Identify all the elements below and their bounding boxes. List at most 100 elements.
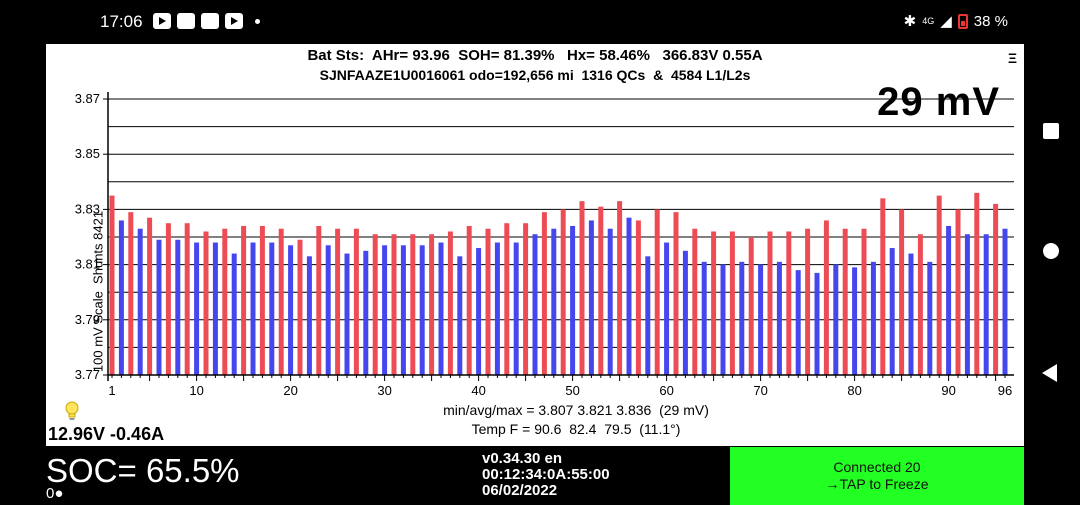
cell-bar: [316, 225, 322, 375]
cell-bar: [400, 245, 406, 375]
cell-bar: [325, 245, 331, 375]
cell-bar: [617, 201, 623, 375]
state-of-charge: SOC= 65.5%: [46, 452, 240, 489]
lightbulb-icon[interactable]: [64, 401, 80, 423]
cell-bar: [466, 225, 472, 375]
cell-bar: [692, 228, 698, 375]
recents-button[interactable]: [1043, 123, 1059, 139]
cell-bar: [335, 228, 341, 375]
x-tick-label: 70: [753, 383, 767, 398]
y-tick-label: 3.79: [75, 312, 100, 327]
status-time: 17:06: [100, 12, 143, 31]
aux-battery-readout: 12.96V -0.46A: [48, 424, 165, 444]
nav-bar: [1024, 44, 1080, 444]
cell-bar: [767, 231, 773, 375]
cell-bar: [645, 256, 651, 375]
cell-voltage-panel[interactable]: Bat Sts: AHr= 93.96 SOH= 81.39% Hx= 58.4…: [46, 44, 1024, 446]
cell-bar: [833, 264, 839, 375]
cell-bar: [795, 270, 801, 375]
app-notification-icon: [201, 13, 219, 29]
cell-bar: [974, 192, 980, 375]
cell-bar: [118, 220, 124, 375]
battery-icon: [957, 13, 968, 29]
cell-bar: [447, 231, 453, 375]
cell-bar: [391, 234, 397, 375]
cell-bar: [382, 245, 388, 375]
cell-voltage-chart: 3.77 3.79 3.81 3.83 3.85 3.87 1 10 20 30 40 50 60 70 8…: [75, 91, 1014, 398]
cell-bar: [494, 242, 500, 375]
cell-bar: [842, 228, 848, 375]
cell-bar: [212, 242, 218, 375]
cell-bar: [175, 239, 181, 375]
cell-bar: [701, 261, 707, 375]
cell-bar: [165, 223, 171, 375]
cell-bar: [852, 267, 858, 375]
network-icon: 4G: [922, 16, 935, 26]
cell-bar: [353, 228, 359, 375]
cell-bar: [870, 261, 876, 375]
back-button[interactable]: [1042, 364, 1057, 382]
cell-bar: [993, 203, 999, 375]
freeze-button[interactable]: Connected 20 →TAP to Freeze: [730, 447, 1024, 505]
battery-status-line: Bat Sts: AHr= 93.96 SOH= 81.39% Hx= 58.4…: [307, 47, 763, 64]
battery-percent: 38 %: [973, 12, 1008, 30]
soc-indicator: 0●: [46, 485, 64, 502]
cell-bar: [908, 253, 914, 375]
min-avg-max-stats: min/avg/max = 3.807 3.821 3.836 (29 mV): [443, 402, 709, 418]
status-bar: 17:06 ✱ 4G ◢ 38 %: [0, 0, 1080, 44]
cell-bar: [570, 225, 576, 375]
cell-bar: [776, 261, 782, 375]
cell-bar: [805, 228, 811, 375]
cell-bar: [278, 228, 284, 375]
cell-bar: [560, 209, 566, 375]
cell-bar: [306, 256, 312, 375]
cell-bar: [513, 242, 519, 375]
cell-bar: [889, 248, 895, 375]
elapsed-time: 00:12:34:0A:55:00: [482, 466, 610, 483]
y-tick-label: 3.83: [75, 201, 100, 216]
cell-bar: [203, 231, 209, 375]
cell-bar: [438, 242, 444, 375]
cell-bar: [955, 209, 961, 375]
cell-bar: [485, 228, 491, 375]
cell-bar: [786, 231, 792, 375]
x-tick-label: 60: [659, 383, 673, 398]
more-notifications-icon: [255, 18, 260, 24]
cell-bar: [551, 228, 557, 375]
cell-bar: [880, 198, 886, 375]
app-version: v0.34.30 en: [482, 450, 563, 467]
cell-bar: [626, 217, 632, 375]
cell-bar: [927, 261, 933, 375]
cell-bar: [344, 253, 350, 375]
cell-bar: [711, 231, 717, 375]
cell-bar: [419, 245, 425, 375]
cell-bar: [194, 242, 200, 375]
y-tick-label: 3.81: [75, 257, 100, 272]
youtube-notification-icon: [225, 13, 243, 29]
cell-bar: [241, 225, 247, 375]
cell-bar: [946, 225, 952, 375]
cell-bar: [739, 261, 745, 375]
y-tick-label: 3.87: [75, 91, 100, 106]
cell-bar: [372, 234, 378, 375]
cell-bar: [147, 217, 153, 375]
menu-icon[interactable]: Ξ: [1008, 50, 1018, 66]
cell-bar: [917, 234, 923, 375]
date: 06/02/2022: [482, 482, 558, 499]
cell-bar: [654, 209, 660, 375]
cell-bar: [128, 212, 134, 375]
cell-bar: [964, 234, 970, 375]
bluetooth-icon: ✱: [903, 13, 917, 30]
cell-bar: [814, 272, 820, 375]
cell-bar: [899, 209, 905, 375]
cell-bar: [288, 245, 294, 375]
signal-icon: ◢: [940, 13, 952, 30]
x-tick-label: 1: [108, 383, 115, 398]
cell-bar: [598, 206, 604, 375]
x-tick-label: 96: [998, 383, 1012, 398]
cell-bar: [259, 225, 265, 375]
cell-bar: [156, 239, 162, 375]
cell-bar: [579, 201, 585, 375]
x-tick-label: 80: [847, 383, 861, 398]
home-button[interactable]: [1043, 243, 1059, 259]
